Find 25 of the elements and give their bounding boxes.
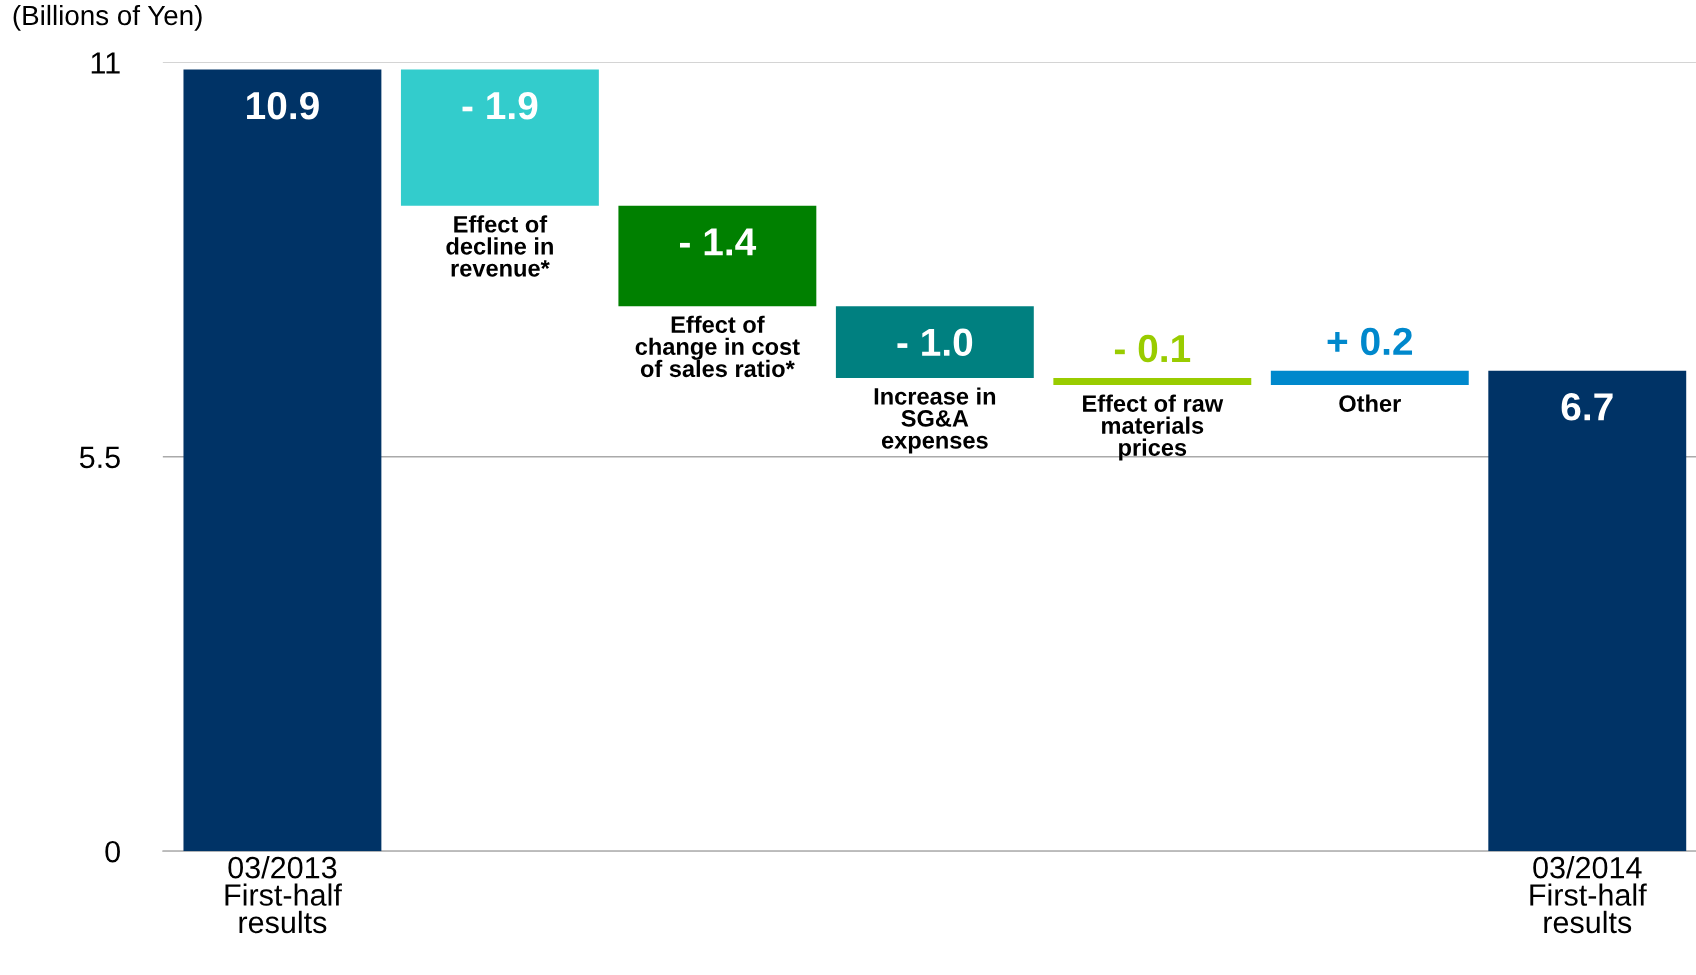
data-label: + 0.2 (1327, 327, 1413, 356)
bar (618, 205, 817, 307)
data-label: - 1.9 (462, 91, 538, 120)
x-tick-label: Effect of decline in revenue* (446, 215, 553, 277)
y-axis-title: (Billions of Yen) (13, 4, 202, 31)
bar (183, 69, 382, 852)
bar (400, 69, 599, 206)
y-tick-label: 0 (105, 840, 120, 863)
data-label: - 1.4 (679, 228, 757, 256)
x-tick-label: Other (1339, 394, 1401, 412)
data-label: - 1.0 (897, 328, 973, 357)
x-tick-label: Increase in SG&A expenses (874, 387, 996, 454)
x-tick-label: Effect of raw materials prices (1083, 394, 1224, 461)
x-tick-label: Effect of change in cost of sales ratio* (635, 315, 800, 378)
bar (1270, 370, 1469, 386)
bar (1053, 377, 1252, 386)
data-label: 10.9 (247, 91, 319, 120)
y-tick-label: 11 (91, 52, 120, 74)
bar (1488, 370, 1687, 852)
data-label: - 0.1 (1114, 334, 1191, 363)
data-label: 6.7 (1561, 393, 1613, 421)
x-tick-label: 03/2014 First-half results (1530, 856, 1647, 934)
bar (835, 306, 1034, 378)
y-tick-label: 5.5 (79, 446, 120, 469)
x-tick-label: 03/2013 First-half results (225, 856, 342, 934)
